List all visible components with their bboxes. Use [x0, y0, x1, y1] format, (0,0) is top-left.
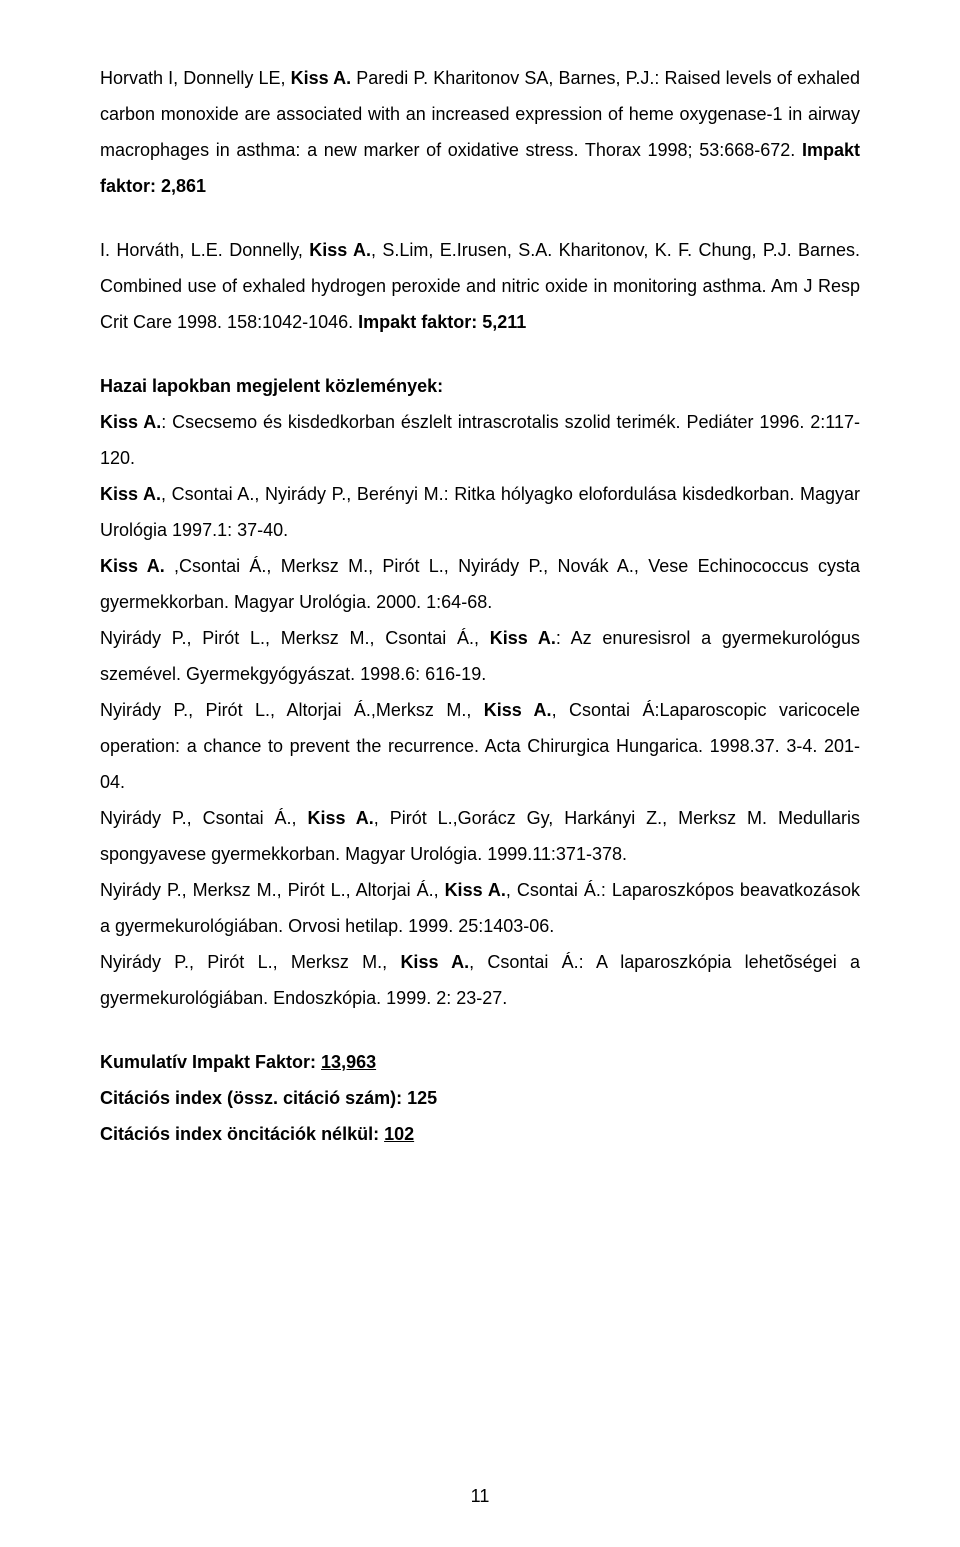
ref2-impact: Impakt faktor: 5,211 [358, 312, 526, 332]
reference-1: Horvath I, Donnelly LE, Kiss A. Paredi P… [100, 60, 860, 204]
section-hazai-title: Hazai lapokban megjelent közlemények: [100, 368, 860, 404]
h2-body: , Csontai A., Nyirády P., Berényi M.: Ri… [100, 484, 860, 540]
summary-impact: Kumulatív Impakt Faktor: 13,963 [100, 1044, 860, 1080]
summary-impact-value: 13,963 [321, 1052, 376, 1072]
h8-author-bold: Kiss A. [400, 952, 469, 972]
hazai-ref-1: Kiss A.: Csecsemo és kisdedkorban észlel… [100, 404, 860, 476]
h4-pre: Nyirády P., Pirót L., Merksz M., Csontai… [100, 628, 490, 648]
summary-noself-value: 102 [384, 1124, 414, 1144]
hazai-ref-7: Nyirády P., Merksz M., Pirót L., Altorja… [100, 872, 860, 944]
h2-author-bold: Kiss A. [100, 484, 161, 504]
h6-pre: Nyirády P., Csontai Á., [100, 808, 307, 828]
h3-author-bold: Kiss A. [100, 556, 165, 576]
h5-pre: Nyirády P., Pirót L., Altorjai Á.,Merksz… [100, 700, 484, 720]
page-number: 11 [0, 1486, 960, 1507]
hazai-ref-8: Nyirády P., Pirót L., Merksz M., Kiss A.… [100, 944, 860, 1016]
reference-2: I. Horváth, L.E. Donnelly, Kiss A., S.Li… [100, 232, 860, 340]
hazai-ref-6: Nyirády P., Csontai Á., Kiss A., Pirót L… [100, 800, 860, 872]
h1-author-bold: Kiss A. [100, 412, 161, 432]
h5-author-bold: Kiss A. [484, 700, 552, 720]
summary-noself-label: Citációs index öncitációk nélkül: [100, 1124, 384, 1144]
h4-author-bold: Kiss A. [490, 628, 556, 648]
ref2-author-bold: Kiss A. [309, 240, 371, 260]
h8-pre: Nyirády P., Pirót L., Merksz M., [100, 952, 400, 972]
h7-author-bold: Kiss A. [445, 880, 506, 900]
summary-citation-noself: Citációs index öncitációk nélkül: 102 [100, 1116, 860, 1152]
ref2-authors-pre: I. Horváth, L.E. Donnelly, [100, 240, 309, 260]
h6-author-bold: Kiss A. [307, 808, 373, 828]
hazai-ref-3: Kiss A. ,Csontai Á., Merksz M., Pirót L.… [100, 548, 860, 620]
summary-citation-total: Citációs index (össz. citáció szám): 125 [100, 1080, 860, 1116]
summary-impact-label: Kumulatív Impakt Faktor: [100, 1052, 321, 1072]
hazai-ref-2: Kiss A., Csontai A., Nyirády P., Berényi… [100, 476, 860, 548]
h7-pre: Nyirády P., Merksz M., Pirót L., Altorja… [100, 880, 445, 900]
page-container: Horvath I, Donnelly LE, Kiss A. Paredi P… [0, 0, 960, 1547]
ref1-authors-pre: Horvath I, Donnelly LE, [100, 68, 291, 88]
hazai-ref-5: Nyirády P., Pirót L., Altorjai Á.,Merksz… [100, 692, 860, 800]
hazai-ref-4: Nyirády P., Pirót L., Merksz M., Csontai… [100, 620, 860, 692]
ref1-author-bold: Kiss A. [291, 68, 351, 88]
h1-body: : Csecsemo és kisdedkorban észlelt intra… [100, 412, 860, 468]
h3-body: ,Csontai Á., Merksz M., Pirót L., Nyirád… [100, 556, 860, 612]
